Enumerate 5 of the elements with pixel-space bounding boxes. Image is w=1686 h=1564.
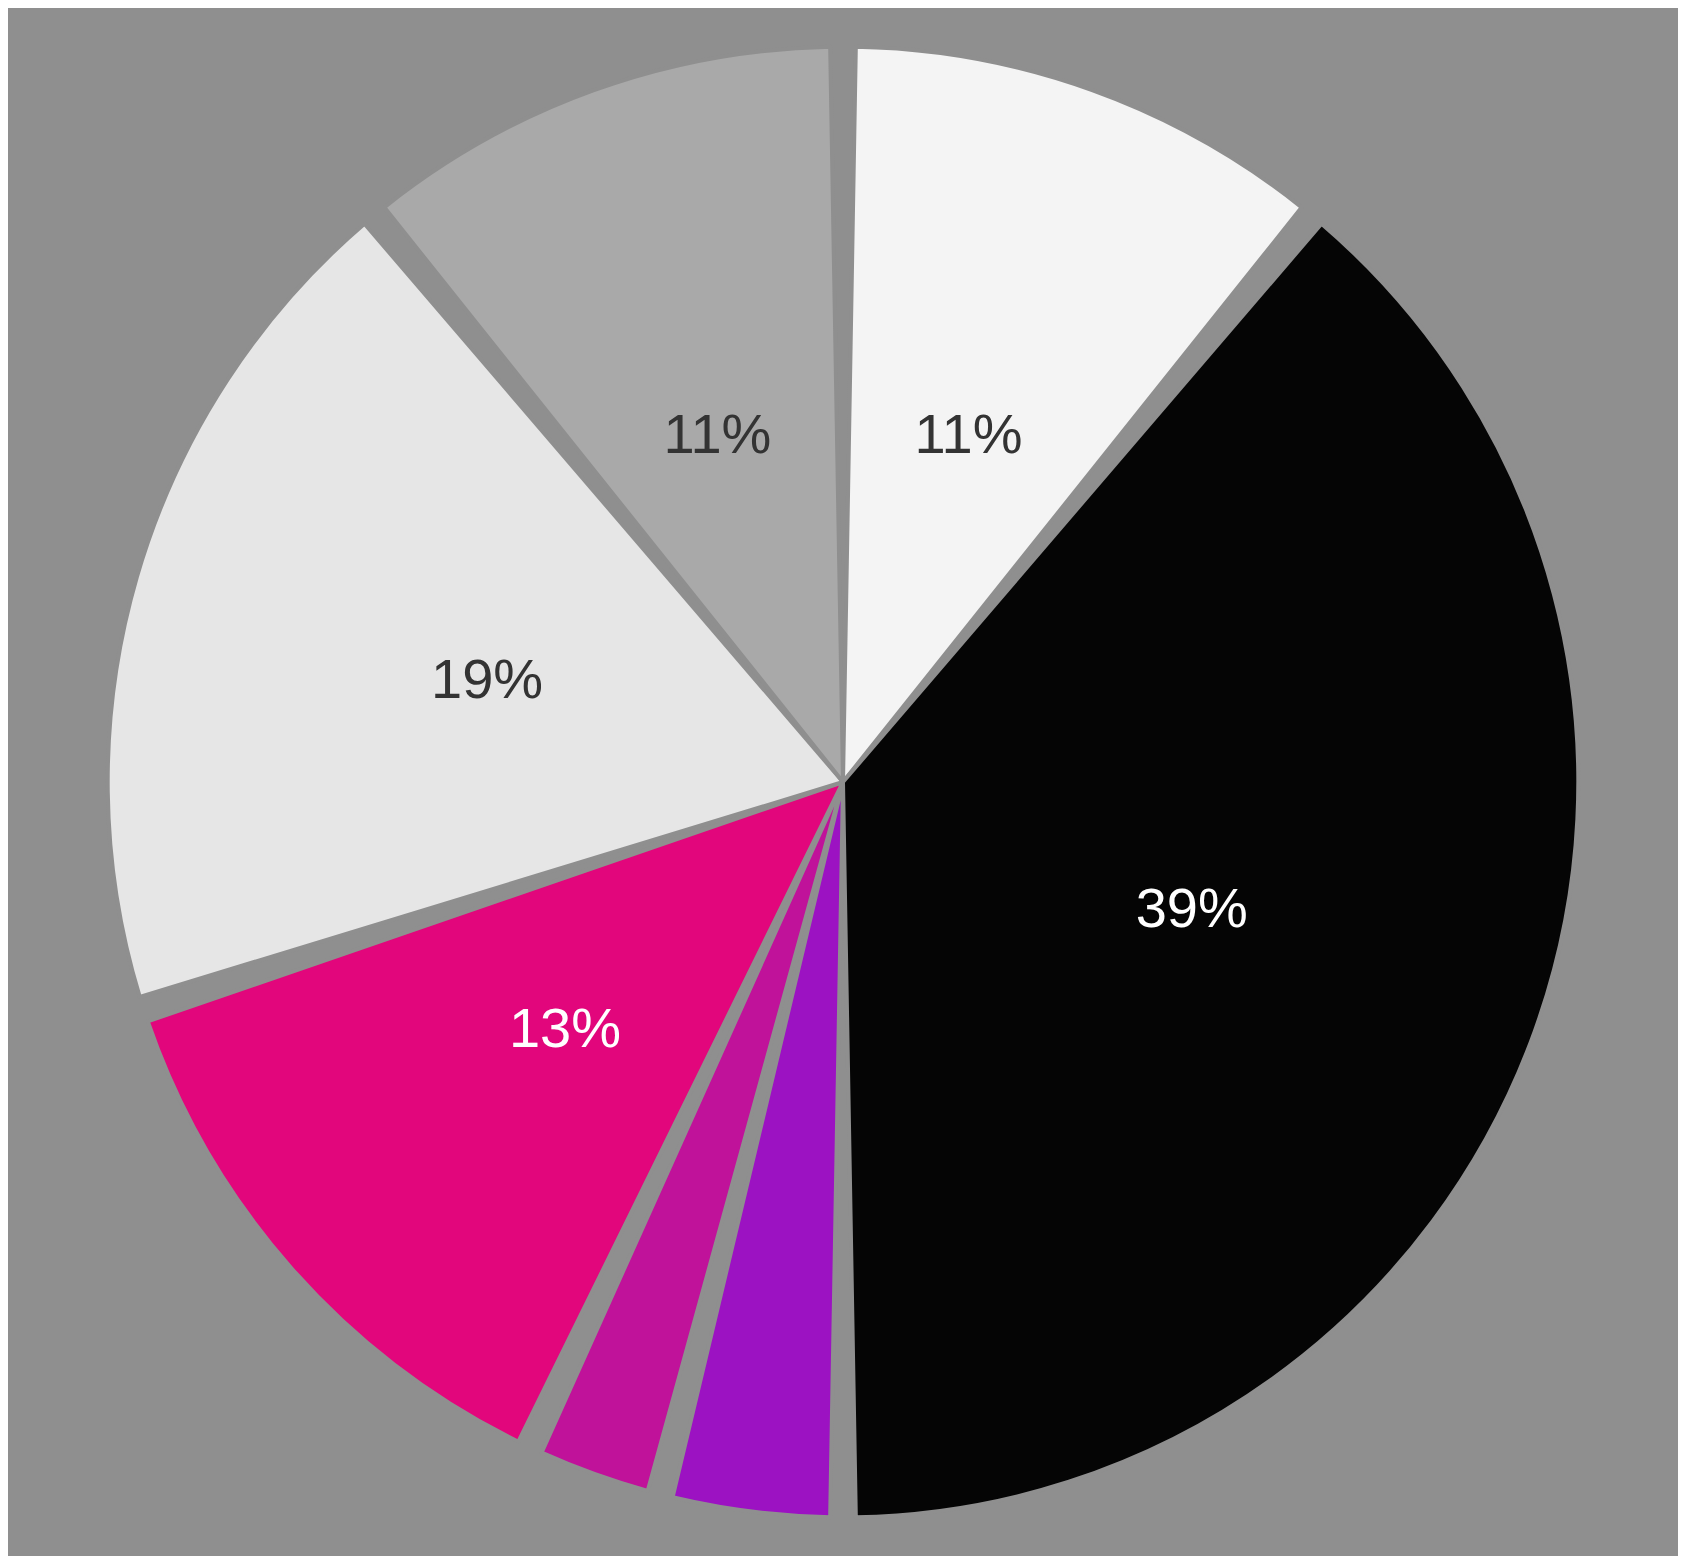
data-label: 39%	[1135, 876, 1248, 940]
data-label: 11%	[663, 401, 772, 465]
data-label: 13%	[508, 995, 622, 1059]
data-label: 11%	[914, 401, 1023, 465]
data-label: 19%	[431, 647, 544, 711]
